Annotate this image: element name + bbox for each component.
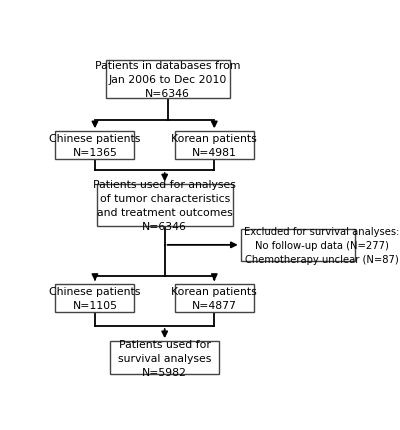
Text: Korean patients
N=4877: Korean patients N=4877 (172, 286, 257, 310)
FancyBboxPatch shape (110, 341, 219, 375)
FancyBboxPatch shape (175, 132, 254, 160)
Text: Excluded for survival analyses:
No follow-up data (N=277)
Chemotherapy unclear (: Excluded for survival analyses: No follo… (244, 226, 400, 264)
Text: Patients used for analyses
of tumor characteristics
and treatment outcomes
N=634: Patients used for analyses of tumor char… (93, 180, 236, 231)
FancyBboxPatch shape (56, 284, 134, 312)
Text: Chinese patients
N=1365: Chinese patients N=1365 (49, 134, 141, 158)
FancyBboxPatch shape (241, 230, 355, 261)
Text: Korean patients
N=4981: Korean patients N=4981 (172, 134, 257, 158)
FancyBboxPatch shape (96, 185, 233, 226)
FancyBboxPatch shape (175, 284, 254, 312)
Text: Chinese patients
N=1105: Chinese patients N=1105 (49, 286, 141, 310)
FancyBboxPatch shape (56, 132, 134, 160)
Text: Patients used for
survival analyses
N=5982: Patients used for survival analyses N=59… (118, 339, 211, 377)
Text: Patients in databases from
Jan 2006 to Dec 2010
N=6346: Patients in databases from Jan 2006 to D… (95, 61, 240, 99)
FancyBboxPatch shape (106, 61, 230, 99)
